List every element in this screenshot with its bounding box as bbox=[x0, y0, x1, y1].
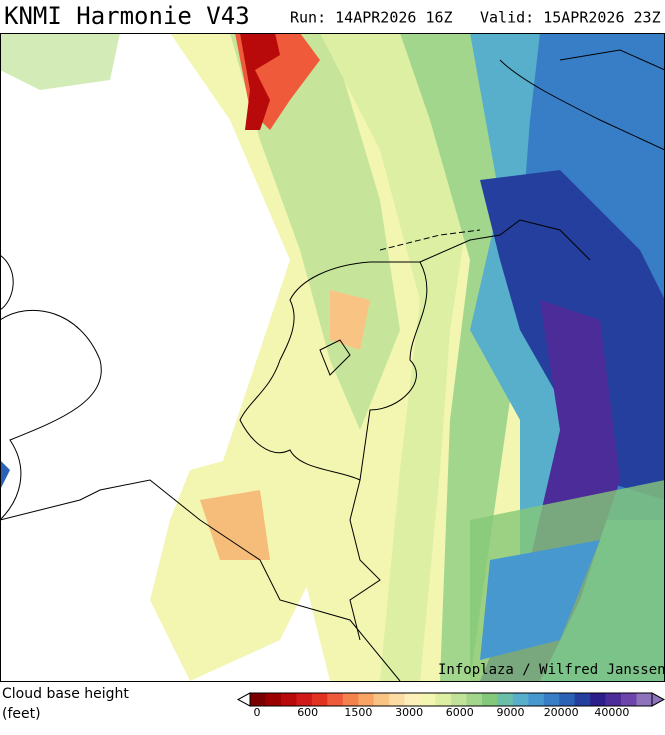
colorbar-frame bbox=[249, 692, 653, 707]
title: KNMI Harmonie V43 bbox=[4, 2, 250, 30]
colorbar-swatch bbox=[481, 693, 498, 706]
colorbar-swatch bbox=[358, 693, 374, 706]
map: Infoplaza / Wilfred Janssen bbox=[0, 33, 665, 682]
colorbar-swatch bbox=[250, 693, 266, 706]
colorbar-swatch bbox=[528, 693, 545, 706]
colorbar-swatch bbox=[559, 693, 575, 706]
colorbar-tick-label: 20000 bbox=[544, 706, 579, 719]
credit: Infoplaza / Wilfred Janssen bbox=[438, 662, 665, 678]
colorbar-arrow-right bbox=[651, 692, 665, 707]
colorbar-tick-label: 6000 bbox=[446, 706, 474, 719]
colorbar-swatch bbox=[605, 693, 622, 706]
colorbar-swatch bbox=[451, 693, 467, 706]
colorbar-swatch bbox=[327, 693, 344, 706]
colorbar-swatch bbox=[280, 693, 297, 706]
colorbar-tick-label: 3000 bbox=[395, 706, 423, 719]
colorbar-swatch bbox=[636, 693, 653, 706]
colorbar-tick-label: 9000 bbox=[497, 706, 525, 719]
valid-time: Valid: 15APR2026 23Z bbox=[480, 9, 661, 27]
colorbar-swatch bbox=[497, 693, 514, 706]
colorbar-swatch bbox=[574, 693, 591, 706]
colorbar-swatch bbox=[590, 693, 606, 706]
colorbar-swatch bbox=[543, 693, 560, 706]
colorbar-tick-label: 40000 bbox=[594, 706, 629, 719]
colorbar-arrow-left bbox=[236, 692, 251, 707]
run-time: Run: 14APR2026 16Z bbox=[290, 9, 453, 27]
colorbar-swatch bbox=[435, 693, 452, 706]
legend-unit: (feet) bbox=[2, 706, 41, 722]
colorbar-swatch bbox=[512, 693, 529, 706]
colorbar-swatch bbox=[265, 693, 282, 706]
colorbar-swatch bbox=[373, 693, 390, 706]
colorbar-swatch bbox=[621, 693, 637, 706]
colorbar-swatch bbox=[311, 693, 328, 706]
colorbar-tick-label: 0 bbox=[254, 706, 261, 719]
colorbar-swatch bbox=[389, 693, 405, 706]
colorbar-swatch bbox=[420, 693, 436, 706]
legend-title: Cloud base height bbox=[2, 686, 129, 702]
colorbar-swatch bbox=[342, 693, 359, 706]
colorbar-tick-label: 600 bbox=[297, 706, 318, 719]
colorbar-swatch bbox=[466, 693, 483, 706]
colorbar-swatch bbox=[404, 693, 421, 706]
colorbar-tick-label: 1500 bbox=[344, 706, 372, 719]
colorbar-swatch bbox=[296, 693, 313, 706]
colorbar: 0 600 1500 3000 6000 9000 20000 40000 bbox=[236, 692, 665, 719]
